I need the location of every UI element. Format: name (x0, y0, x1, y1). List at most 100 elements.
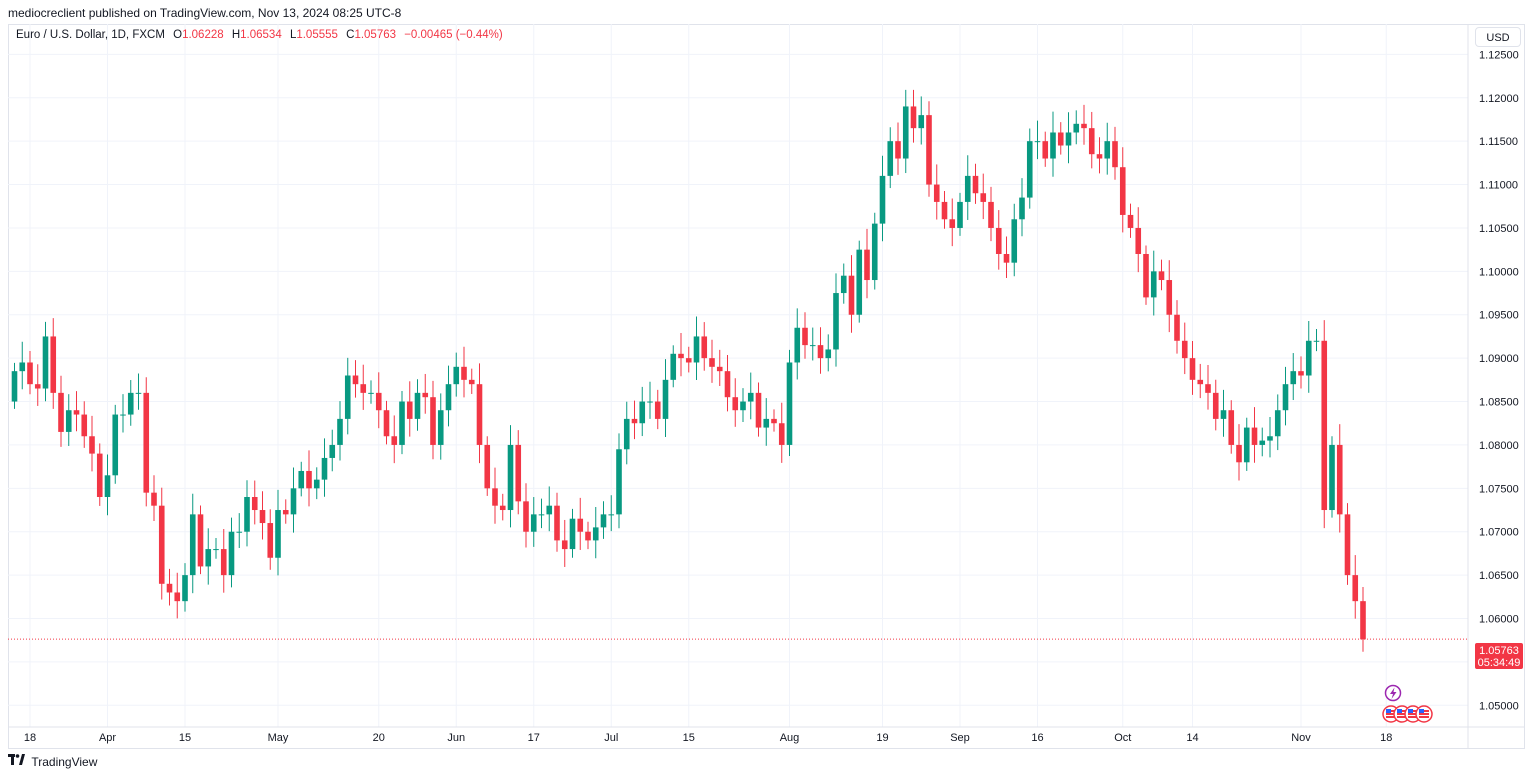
candle-body (437, 410, 444, 445)
candle-body (964, 175, 971, 202)
candle-body (337, 418, 343, 445)
earnings-event-icon[interactable] (1384, 684, 1402, 702)
candle-body (1189, 358, 1196, 380)
candle (406, 381, 413, 437)
candle (1329, 436, 1335, 518)
candle-body (895, 141, 901, 159)
grid (8, 24, 1468, 727)
time-axis[interactable]: 18 Apr 15 May 20 Jun 17 Jul 15 Aug 19 Sep 16 Oct 14 Nov… (24, 732, 1393, 744)
candle-body (1336, 444, 1343, 515)
candle (484, 436, 491, 496)
candle-body (120, 414, 126, 416)
candle-body (546, 505, 553, 515)
candle-body (647, 401, 653, 403)
candle-body (887, 141, 894, 176)
candle (918, 96, 925, 145)
candle (344, 357, 351, 435)
candle (96, 443, 103, 506)
candle (1360, 586, 1366, 652)
candle (313, 467, 320, 500)
candle-body (112, 414, 119, 476)
candle-body (19, 362, 26, 372)
candle (1336, 424, 1343, 533)
candle (1181, 322, 1188, 375)
candle-body (1228, 410, 1235, 445)
candle-body (980, 193, 987, 202)
candle-body (414, 392, 421, 419)
close-value: 1.05763 (354, 29, 397, 41)
candle-body (732, 397, 739, 411)
candle-body (89, 436, 95, 454)
candle-body (639, 401, 646, 424)
candle (802, 312, 808, 359)
candle (1220, 389, 1227, 437)
candle-body (282, 510, 289, 515)
candle (375, 372, 382, 429)
price-axis[interactable]: 1.050001.055001.060001.065001.070001.075… (1479, 49, 1519, 712)
candle (321, 438, 328, 497)
us-flag-economic-events-icon[interactable] (1382, 705, 1433, 723)
high-value: 1.06534 (240, 29, 282, 41)
candle-body (360, 384, 367, 393)
candle-body (910, 106, 917, 129)
tradingview-logo-icon[interactable] (8, 754, 25, 769)
candle-body (127, 392, 134, 415)
candle-body (1003, 253, 1010, 263)
tradingview-brand[interactable]: TradingView (31, 754, 98, 769)
candle (445, 365, 452, 427)
candle (1104, 122, 1111, 175)
last-price-value: 1.05763 (1479, 645, 1519, 657)
candle (1011, 203, 1018, 277)
candle-body (34, 384, 41, 389)
candle-body (58, 392, 64, 432)
last-price-label-bg (1475, 643, 1523, 669)
candle-body (507, 444, 514, 511)
candle-body (313, 479, 320, 489)
candle-body (375, 392, 382, 411)
candle (523, 483, 529, 548)
candle-body (1174, 314, 1180, 341)
candle (337, 401, 343, 461)
candle (995, 210, 1002, 270)
symbol-legend: Euro / U.S. Dollar, 1D, FXCM O1.06228 H1… (16, 29, 503, 41)
x-tick-label: Oct (1114, 732, 1131, 744)
y-tick-label: 1.07000 (1479, 527, 1519, 539)
candle-body (693, 336, 700, 363)
candle-body (1050, 132, 1056, 159)
candle-body (1243, 427, 1250, 463)
candle-body (461, 366, 467, 380)
candle (833, 273, 839, 367)
candle (65, 394, 72, 446)
candle-body (538, 514, 545, 516)
candle-body (957, 201, 963, 228)
candle-body (430, 397, 436, 445)
candle-body (833, 293, 839, 350)
candle (910, 89, 917, 143)
candle (1290, 353, 1297, 401)
candle-body (499, 505, 506, 511)
candle (1026, 128, 1033, 209)
candle (1019, 178, 1025, 237)
currency-button[interactable]: USD (1475, 27, 1521, 47)
candle-body (1011, 219, 1018, 263)
candle (724, 354, 731, 412)
candle-body (515, 444, 522, 502)
candle-body (523, 501, 529, 532)
candle-body (1267, 436, 1273, 441)
candle (120, 394, 126, 433)
x-tick-label: 15 (683, 732, 695, 744)
candle-body (244, 497, 250, 532)
candle (1088, 111, 1095, 169)
candle-body (166, 583, 173, 593)
symbol-title[interactable]: Euro / U.S. Dollar, 1D, FXCM (16, 29, 165, 41)
candle (352, 360, 359, 398)
candle-body (585, 531, 591, 541)
candle-body (1026, 141, 1033, 198)
candle-body (306, 470, 312, 489)
candle-body (1143, 253, 1149, 298)
candle-body (213, 549, 219, 551)
candle (1174, 300, 1180, 354)
candle-body (236, 531, 243, 533)
candle-body (1360, 601, 1366, 640)
